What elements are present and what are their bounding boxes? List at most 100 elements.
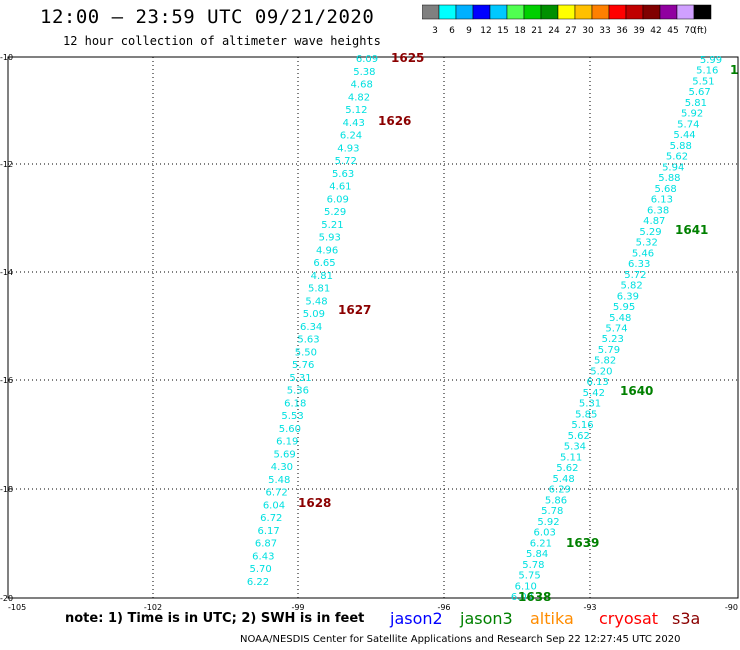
swh-value-left-track: 4.68 (351, 80, 373, 91)
swh-value-right-track: 6.03 (534, 528, 556, 539)
swh-value-left-track: 5.31 (289, 373, 311, 384)
swh-value-left-track: 4.61 (329, 182, 351, 193)
mission-legend-altika: altika (530, 609, 574, 628)
scale-label: 3 (432, 26, 438, 36)
swh-value-right-track: 5.82 (594, 356, 616, 367)
swh-value-right-track: 5.78 (522, 560, 544, 571)
swh-value-left-track: 5.70 (250, 564, 272, 575)
swh-value-left-track: 4.82 (348, 92, 370, 103)
swh-value-left-track: 6.24 (340, 131, 362, 142)
scale-label: 15 (497, 26, 508, 36)
swh-value-right-track: 5.94 (662, 162, 684, 173)
scale-label: 70 (684, 26, 696, 36)
time-label: 1640 (620, 384, 653, 398)
swh-value-right-track: 5.75 (518, 571, 540, 582)
scale-swatch (693, 4, 712, 20)
swh-value-left-track: 5.53 (281, 411, 303, 422)
scale-label: 12 (480, 26, 491, 36)
swh-value-left-track: 5.93 (319, 233, 341, 244)
swh-value-left-track: 6.09 (356, 54, 378, 65)
swh-value-left-track: 6.19 (276, 437, 298, 448)
scale-label: 27 (565, 26, 576, 36)
scale-label: 24 (548, 26, 560, 36)
swh-value-left-track: 5.69 (273, 449, 295, 460)
scale-unit: (ft) (693, 26, 707, 36)
lat-tick-label: -10 (0, 53, 13, 62)
swh-value-right-track: 5.42 (583, 388, 605, 399)
swh-value-right-track: 5.86 (545, 495, 567, 506)
swh-value-left-track: 6.72 (265, 488, 287, 499)
swh-value-right-track: 5.88 (670, 141, 692, 152)
scale-label: 6 (449, 26, 455, 36)
swh-value-right-track: 5.72 (624, 270, 646, 281)
time-label: 1628 (298, 496, 331, 510)
swh-value-left-track: 5.76 (292, 360, 314, 371)
map-frame (7, 56, 739, 599)
swh-value-left-track: 5.50 (295, 347, 317, 358)
swh-value-right-track: 5.62 (556, 463, 578, 474)
swh-value-left-track: 4.93 (337, 143, 359, 154)
lon-tick-label: -96 (437, 603, 450, 612)
swh-value-right-track: 5.82 (620, 281, 642, 292)
swh-value-right-track: 5.20 (590, 366, 612, 377)
mission-legend-s3a: s3a (672, 609, 701, 628)
swh-value-left-track: 5.09 (303, 309, 325, 320)
swh-value-left-track: 6.72 (260, 513, 282, 524)
swh-value-right-track: 5.34 (564, 442, 586, 453)
swh-value-left-track: 5.48 (305, 296, 327, 307)
swh-value-left-track: 4.96 (316, 245, 338, 256)
wave-height-color-scale: 3 6 9 12 15 18 21 24 27 30 33 36 39 42 45 70(ft) (422, 4, 712, 36)
swh-value-right-track: 5.48 (609, 313, 631, 324)
scale-label: 45 (667, 26, 678, 36)
swh-value-right-track: 5.74 (677, 119, 699, 130)
swh-value-left-track: 6.43 (252, 551, 274, 562)
scale-label: 18 (514, 26, 526, 36)
swh-value-left-track: 6.17 (258, 526, 280, 537)
swh-value-right-track: 5.51 (692, 76, 714, 87)
swh-value-left-track: 6.04 (263, 500, 285, 511)
swh-value-left-track: 6.34 (300, 322, 322, 333)
lon-tick-label: -93 (583, 603, 596, 612)
swh-value-left-track: 6.65 (313, 258, 335, 269)
swh-value-right-track: 5.78 (541, 506, 563, 517)
swh-value-right-track: 5.31 (579, 399, 601, 410)
swh-value-right-track: 5.46 (632, 248, 654, 259)
page-subtitle: 12 hour collection of altimeter wave hei… (63, 34, 381, 48)
swh-value-right-track: 5.95 (613, 302, 635, 313)
swh-value-right-track: 6.00 (511, 592, 533, 603)
swh-value-right-track: 5.16 (571, 420, 593, 431)
swh-value-right-track: 6.10 (515, 581, 537, 592)
mission-legend-jason3: jason3 (460, 609, 513, 628)
swh-value-right-track: 5.62 (666, 152, 688, 163)
time-label: 1641 (675, 223, 708, 237)
scale-label: 30 (582, 26, 594, 36)
swh-value-left-track: 5.63 (332, 169, 354, 180)
lat-tick-label: -14 (0, 268, 13, 277)
lat-tick-label: -20 (0, 594, 13, 603)
swh-value-right-track: 5.67 (689, 87, 711, 98)
swh-value-left-track: 5.81 (308, 284, 330, 295)
time-label: 1625 (391, 51, 424, 65)
swh-value-left-track: 5.21 (321, 220, 343, 231)
swh-value-left-track: 6.18 (284, 398, 306, 409)
time-label: 1638 (518, 590, 551, 604)
swh-value-right-track: 5.88 (658, 173, 680, 184)
lon-tick-label: -99 (291, 603, 304, 612)
swh-value-left-track: 6.09 (327, 194, 349, 205)
swh-value-right-track: 6.13 (586, 377, 608, 388)
swh-value-right-track: 5.74 (605, 324, 627, 335)
swh-value-left-track: 5.63 (297, 335, 319, 346)
swh-value-right-track: 6.29 (549, 485, 571, 496)
swh-value-right-track: 5.84 (526, 549, 548, 560)
swh-value-right-track: 5.79 (598, 345, 620, 356)
swh-value-left-track: 5.48 (268, 475, 290, 486)
scale-label: 9 (466, 26, 472, 36)
lat-tick-label: -18 (0, 485, 13, 494)
swh-value-left-track: 5.29 (324, 207, 346, 218)
scale-label: 42 (650, 26, 661, 36)
swh-value-right-track: 6.33 (628, 259, 650, 270)
swh-value-right-track: 5.44 (673, 130, 695, 141)
swh-value-left-track: 5.36 (287, 386, 309, 397)
footnote: note: 1) Time is in UTC; 2) SWH is in fe… (65, 611, 365, 626)
